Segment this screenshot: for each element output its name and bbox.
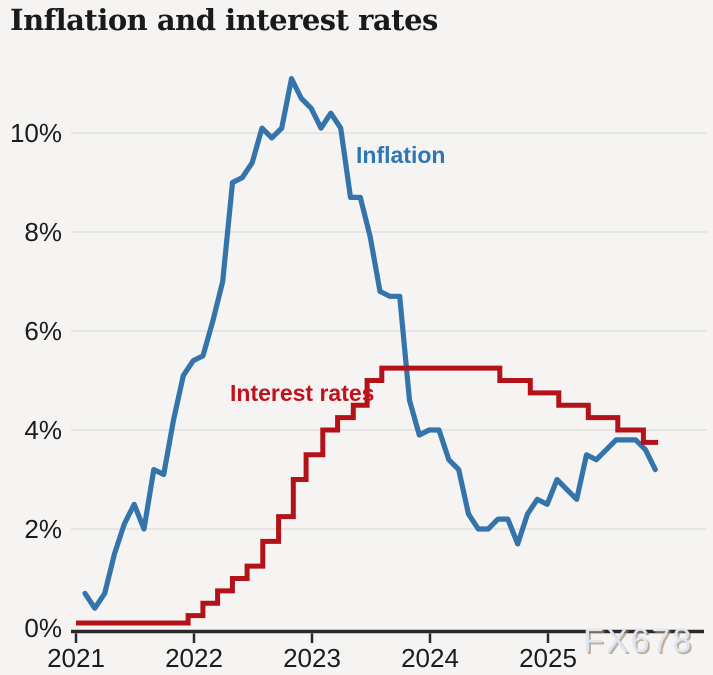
y-axis-label: 2%	[24, 514, 62, 544]
page-title: Inflation and interest rates	[10, 3, 438, 37]
y-axis-label: 8%	[24, 217, 62, 247]
x-axis-label: 2024	[401, 643, 459, 673]
inflation-series-label: Inflation	[356, 142, 445, 168]
x-axis-label: 2022	[165, 643, 223, 673]
watermark: FX678	[583, 622, 694, 660]
interest-rate-line	[76, 365, 659, 626]
gridlines	[71, 132, 707, 530]
x-axis-ticks	[74, 633, 550, 643]
y-axis-label: 6%	[24, 316, 62, 346]
y-axis-labels: 0% 2% 4% 6% 8% 10%	[10, 118, 62, 643]
x-axis-label: 2025	[519, 643, 577, 673]
interest-rates-series-label: Interest rates	[230, 380, 374, 406]
x-axis-label: 2021	[47, 643, 105, 673]
y-axis-label: 4%	[24, 415, 62, 445]
y-axis-label: 0%	[24, 613, 62, 643]
inflation-line	[82, 75, 658, 611]
y-axis-label: 10%	[10, 118, 62, 148]
x-axis-labels: 2021 2022 2023 2024 2025	[47, 643, 577, 673]
x-axis-label: 2023	[283, 643, 341, 673]
